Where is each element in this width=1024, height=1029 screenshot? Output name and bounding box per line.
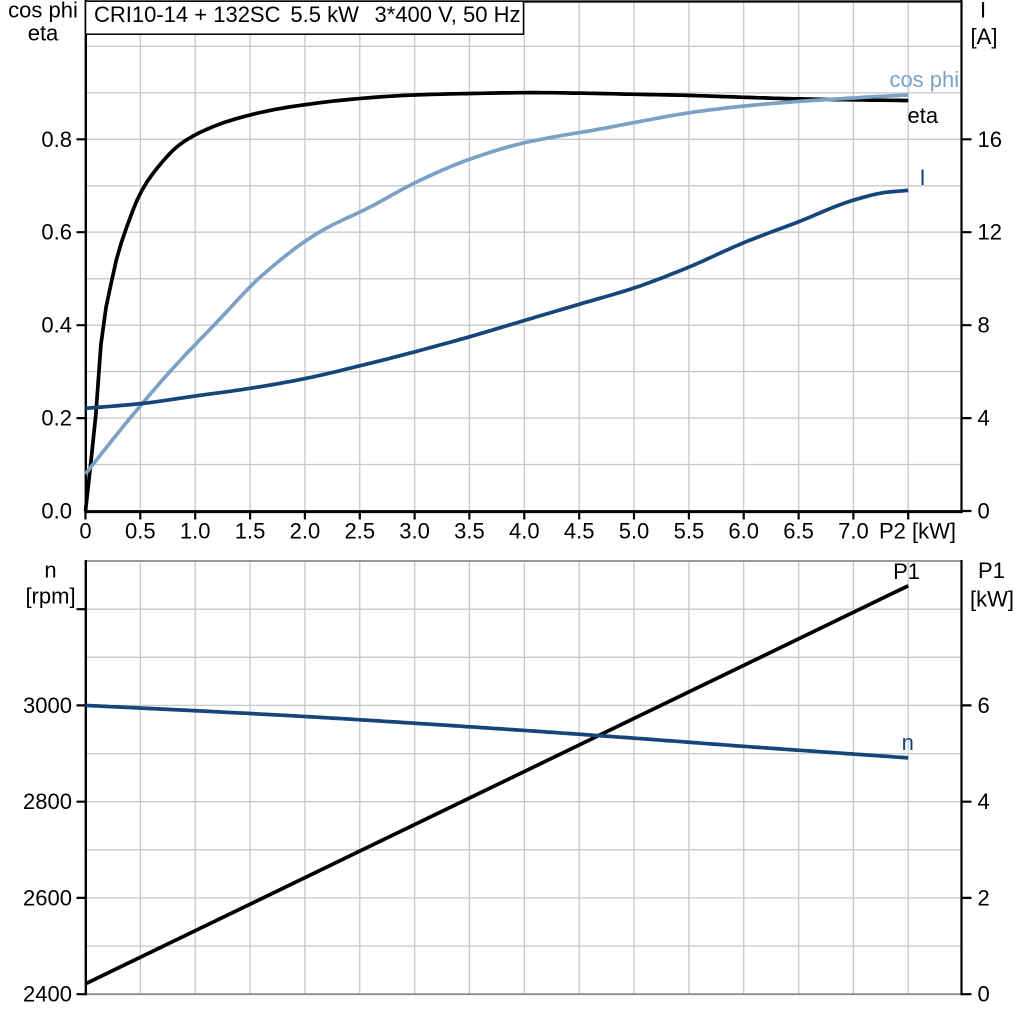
svg-text:0: 0 bbox=[79, 519, 91, 544]
svg-text:n: n bbox=[902, 730, 914, 755]
svg-text:3.0: 3.0 bbox=[399, 519, 430, 544]
svg-text:2.0: 2.0 bbox=[290, 519, 321, 544]
svg-text:4.0: 4.0 bbox=[509, 519, 540, 544]
svg-text:2.5: 2.5 bbox=[345, 519, 376, 544]
svg-text:0.6: 0.6 bbox=[41, 220, 72, 245]
svg-text:4.5: 4.5 bbox=[564, 519, 595, 544]
svg-text:6.5: 6.5 bbox=[783, 519, 814, 544]
svg-text:2600: 2600 bbox=[23, 885, 72, 910]
svg-text:P1: P1 bbox=[893, 559, 920, 584]
svg-text:I: I bbox=[980, 0, 986, 23]
svg-text:3.5: 3.5 bbox=[454, 519, 485, 544]
svg-text:16: 16 bbox=[978, 127, 1002, 152]
svg-text:cos phi: cos phi bbox=[889, 67, 959, 92]
svg-text:5.5: 5.5 bbox=[674, 519, 705, 544]
svg-text:2: 2 bbox=[978, 885, 990, 910]
svg-text:CRI10-14 + 132SC: CRI10-14 + 132SC bbox=[94, 2, 281, 27]
svg-text:n: n bbox=[44, 558, 56, 583]
svg-text:6: 6 bbox=[978, 693, 990, 718]
svg-text:1.5: 1.5 bbox=[235, 519, 266, 544]
svg-text:P2 [kW]: P2 [kW] bbox=[879, 519, 956, 544]
svg-text:0: 0 bbox=[978, 982, 990, 1007]
svg-text:[rpm]: [rpm] bbox=[25, 584, 75, 609]
svg-text:5.5 kW: 5.5 kW bbox=[290, 2, 359, 27]
svg-text:12: 12 bbox=[978, 220, 1002, 245]
svg-text:eta: eta bbox=[28, 21, 59, 46]
svg-text:3*400 V, 50 Hz: 3*400 V, 50 Hz bbox=[375, 2, 521, 27]
svg-text:6.0: 6.0 bbox=[728, 519, 759, 544]
svg-text:0.4: 0.4 bbox=[41, 313, 72, 338]
svg-text:I: I bbox=[919, 165, 925, 190]
svg-text:2800: 2800 bbox=[23, 789, 72, 814]
svg-text:[A]: [A] bbox=[971, 24, 998, 49]
svg-text:P1: P1 bbox=[978, 558, 1005, 583]
svg-text:3000: 3000 bbox=[23, 693, 72, 718]
svg-text:[kW]: [kW] bbox=[970, 587, 1014, 612]
svg-text:1.0: 1.0 bbox=[180, 519, 211, 544]
svg-text:0.5: 0.5 bbox=[125, 519, 156, 544]
svg-text:5.0: 5.0 bbox=[619, 519, 650, 544]
svg-text:0.0: 0.0 bbox=[41, 499, 72, 524]
svg-text:2400: 2400 bbox=[23, 982, 72, 1007]
svg-text:0: 0 bbox=[978, 499, 990, 524]
svg-text:cos phi: cos phi bbox=[8, 0, 78, 23]
svg-text:7.0: 7.0 bbox=[838, 519, 869, 544]
svg-text:8: 8 bbox=[978, 313, 990, 338]
svg-text:0.8: 0.8 bbox=[41, 127, 72, 152]
svg-text:4: 4 bbox=[978, 789, 990, 814]
svg-text:4: 4 bbox=[978, 406, 990, 431]
svg-text:0.2: 0.2 bbox=[41, 406, 72, 431]
svg-text:eta: eta bbox=[908, 103, 939, 128]
